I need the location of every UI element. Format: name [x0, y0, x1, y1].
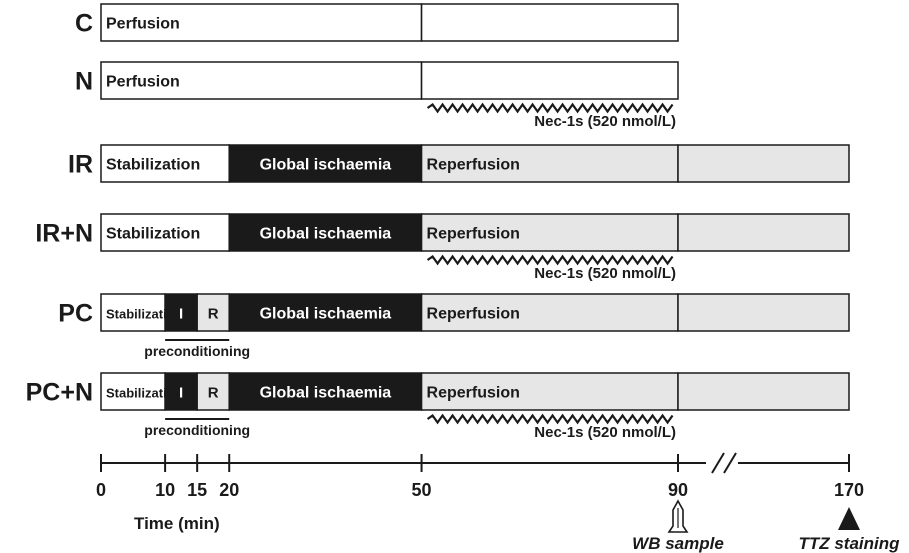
- segment-label-r: R: [208, 306, 219, 323]
- axis-tick-label: 10: [155, 480, 175, 500]
- segment-label-global-ischaemia: Global ischaemia: [260, 306, 392, 323]
- group-row-c: C Perfusion: [75, 3, 679, 42]
- segment-r: [196, 293, 230, 332]
- preconditioning-label: preconditioning: [144, 422, 250, 438]
- segment-label-stabilization: Stabilization: [106, 307, 183, 322]
- segment-reperfusion: [420, 144, 679, 183]
- segment-blank: [677, 372, 850, 411]
- segment-global-ischaemia: [228, 213, 423, 252]
- axis-tick-label: 0: [96, 480, 106, 500]
- axis-tick-label: 170: [834, 480, 864, 500]
- preconditioning-label: preconditioning: [144, 343, 250, 359]
- marker-wb-sample: WB sample: [632, 499, 724, 553]
- drug-infusion-wave: [426, 413, 674, 425]
- axis-tick-label: 15: [187, 480, 207, 500]
- axis-tick-label: 90: [668, 480, 688, 500]
- segment-blank: [677, 293, 850, 332]
- segment-r: [196, 372, 230, 411]
- drug-label: Nec-1s (520 nmol/L): [534, 265, 676, 282]
- segment-i: [164, 293, 198, 332]
- segment-perfusion: [100, 61, 423, 100]
- segment-label-reperfusion: Reperfusion: [427, 306, 520, 323]
- drug-label: Nec-1s (520 nmol/L): [534, 424, 676, 441]
- segment-blank: [677, 144, 850, 183]
- drug-label: Nec-1s (520 nmol/L): [534, 113, 676, 130]
- axis-tick-label: 20: [219, 480, 239, 500]
- segment-global-ischaemia: [228, 372, 423, 411]
- axis-break-mark: [723, 452, 737, 474]
- segment-label-stabilization: Stabilization: [106, 157, 200, 174]
- group-label: IR: [68, 151, 93, 179]
- marker-label: WB sample: [632, 534, 724, 553]
- segment-global-ischaemia: [228, 293, 423, 332]
- open-arrow-up-icon: [667, 499, 689, 533]
- segment-label-global-ischaemia: Global ischaemia: [260, 385, 392, 402]
- segment-label-i: I: [179, 385, 183, 402]
- segment-reperfusion: [420, 213, 679, 252]
- segment-label-stabilization: Stabilization: [106, 386, 183, 401]
- drug-infusion-wave: [426, 102, 674, 114]
- segment-blank: [677, 213, 850, 252]
- segment-stabilization: [100, 144, 230, 183]
- group-row-ir: IR Stabilization Global ischaemia Reperfusi…: [68, 144, 850, 183]
- time-axis: 0 10 15 20 50 90 170 Time (min): [96, 452, 864, 533]
- segment-label-r: R: [208, 385, 219, 402]
- axis-title: Time (min): [134, 514, 220, 533]
- segment-reperfusion: [420, 372, 679, 411]
- segment-perfusion: [100, 3, 423, 42]
- segment-stabilization: [100, 293, 166, 332]
- marker-label: TTZ staining: [798, 534, 900, 553]
- segment-label-global-ischaemia: Global ischaemia: [260, 226, 392, 243]
- segment-i: [164, 372, 198, 411]
- drug-infusion-wave: [426, 254, 674, 266]
- group-label: PC+N: [26, 379, 93, 407]
- group-label: PC: [58, 300, 93, 328]
- group-row-n: N Perfusion Nec-1s (520 nmol/L): [75, 61, 679, 130]
- marker-ttz-staining: TTZ staining: [798, 507, 900, 553]
- filled-triangle-up-icon: [838, 507, 860, 530]
- segment-label-perfusion: Perfusion: [106, 74, 180, 91]
- segment-label-perfusion: Perfusion: [106, 16, 180, 33]
- group-label: C: [75, 10, 93, 38]
- sampling-markers: WB sample TTZ staining: [632, 499, 900, 553]
- axis-tick-label: 50: [412, 480, 432, 500]
- segment-reperfusion: [420, 293, 679, 332]
- segment-label-global-ischaemia: Global ischaemia: [260, 157, 392, 174]
- segment-label-reperfusion: Reperfusion: [427, 157, 520, 174]
- segment-label-reperfusion: Reperfusion: [427, 226, 520, 243]
- group-label: IR+N: [35, 220, 93, 248]
- group-row-ir-n: IR+N Stabilization Global ischaemia Reperfu…: [35, 213, 850, 282]
- axis-break-mark: [711, 452, 725, 474]
- group-label: N: [75, 68, 93, 96]
- segment-stabilization: [100, 372, 166, 411]
- segment-label-stabilization: Stabilization: [106, 226, 200, 243]
- segment-blank: [420, 61, 679, 100]
- segment-stabilization: [100, 213, 230, 252]
- segment-blank: [420, 3, 679, 42]
- segment-label-reperfusion: Reperfusion: [427, 385, 520, 402]
- segment-label-i: I: [179, 306, 183, 323]
